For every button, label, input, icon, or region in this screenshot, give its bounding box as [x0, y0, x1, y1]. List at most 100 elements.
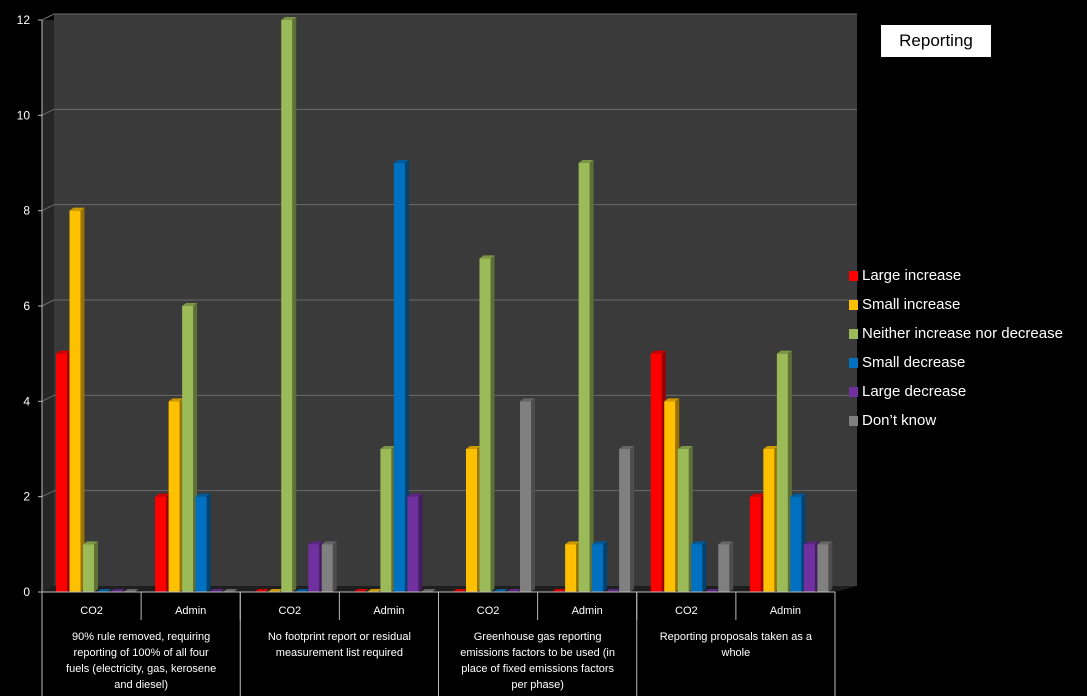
bar-front	[168, 401, 180, 592]
bar-front	[69, 210, 81, 592]
bar-top	[479, 255, 495, 259]
legend-swatch	[849, 416, 858, 426]
bar-top	[366, 589, 382, 592]
bar	[168, 398, 184, 592]
bars	[56, 17, 833, 593]
bar	[56, 350, 71, 592]
bar-side	[94, 541, 98, 592]
bar-front	[565, 544, 577, 592]
bar	[493, 589, 508, 592]
bar-top	[110, 589, 125, 592]
bar-side	[80, 207, 85, 592]
bar	[393, 160, 409, 592]
y-tick-label: 4	[23, 394, 30, 408]
gridline-diagonal	[41, 299, 55, 307]
bar	[605, 589, 621, 592]
bar-front	[393, 163, 405, 592]
bar-front	[691, 544, 703, 592]
bar-side	[292, 17, 297, 592]
x-group-label: Reporting proposals taken as a whole	[660, 631, 813, 659]
bar	[155, 493, 171, 592]
bar	[281, 17, 297, 592]
x-category-label: CO2	[80, 605, 103, 617]
bar-front	[578, 163, 590, 592]
bar-front	[281, 20, 293, 592]
bar-side	[490, 255, 495, 593]
bar	[592, 541, 608, 592]
gridline-diagonal	[41, 204, 55, 212]
legend-label: Small increase	[862, 296, 961, 313]
bar	[520, 398, 535, 592]
bar-front	[407, 496, 419, 592]
bar-front	[749, 496, 761, 592]
y-tick-label: 12	[17, 13, 31, 27]
bar	[407, 493, 423, 592]
bar	[452, 589, 468, 592]
x-axis: CO2 Admin CO2 Admin CO2 Admin CO2 Admin 90% rule…	[41, 591, 836, 696]
bar-top	[803, 541, 819, 545]
bar-top	[704, 589, 720, 592]
bar-top	[520, 398, 535, 402]
bar-front	[321, 544, 333, 592]
bar-front	[83, 544, 94, 592]
bar-front	[803, 544, 815, 592]
bar-top	[466, 446, 481, 449]
x-category-label: CO2	[477, 605, 500, 617]
bar	[321, 541, 337, 592]
gridline-diagonal	[41, 13, 55, 21]
bar-front	[479, 258, 491, 592]
bar-top	[551, 589, 567, 592]
bar-front	[380, 449, 392, 592]
bar	[619, 446, 635, 592]
bar-top	[209, 589, 225, 592]
bar-side	[206, 493, 211, 592]
bar	[578, 160, 594, 592]
bar-front	[619, 449, 631, 592]
bar	[366, 589, 382, 592]
bar-top	[69, 207, 85, 211]
legend-swatch	[849, 387, 858, 397]
bar-top	[294, 589, 310, 592]
bar-top	[650, 350, 666, 354]
bar-front	[650, 353, 662, 592]
bar-front	[664, 401, 676, 592]
bar-front	[776, 353, 788, 592]
x-category-label: Admin	[770, 605, 801, 617]
bar-side	[418, 493, 423, 592]
bar-top	[182, 303, 198, 306]
bar-top	[308, 541, 324, 545]
legend-label: Large decrease	[862, 383, 967, 400]
bar	[308, 541, 324, 592]
bar	[479, 255, 495, 593]
bar-top	[96, 589, 112, 592]
bar-side	[531, 398, 535, 592]
bar	[182, 303, 198, 592]
y-tick-label: 8	[23, 204, 30, 218]
bar	[96, 589, 112, 592]
bar	[650, 350, 666, 592]
gridline-diagonal	[41, 394, 55, 402]
bar	[551, 589, 567, 592]
bar-front	[520, 401, 531, 592]
bar-top	[817, 541, 833, 545]
bar-front	[790, 496, 802, 592]
x-category-label: Admin	[175, 605, 206, 617]
bar-top	[321, 541, 337, 545]
bar-top	[267, 589, 283, 592]
gridline-diagonal	[41, 490, 55, 498]
legend-swatch	[849, 329, 858, 339]
bar	[664, 398, 680, 592]
bar	[749, 493, 765, 592]
bar	[506, 589, 522, 592]
bar-side	[630, 446, 635, 592]
bar-front	[308, 544, 320, 592]
bar-side	[589, 160, 594, 592]
bar-front	[182, 306, 194, 592]
bar	[209, 589, 225, 592]
x-group-label: Greenhouse gas reporting emissions factor…	[460, 631, 615, 691]
bar-top	[749, 493, 765, 497]
bar	[69, 207, 85, 592]
bar-top	[776, 350, 792, 354]
bar	[691, 541, 707, 592]
bar-top	[254, 589, 270, 592]
